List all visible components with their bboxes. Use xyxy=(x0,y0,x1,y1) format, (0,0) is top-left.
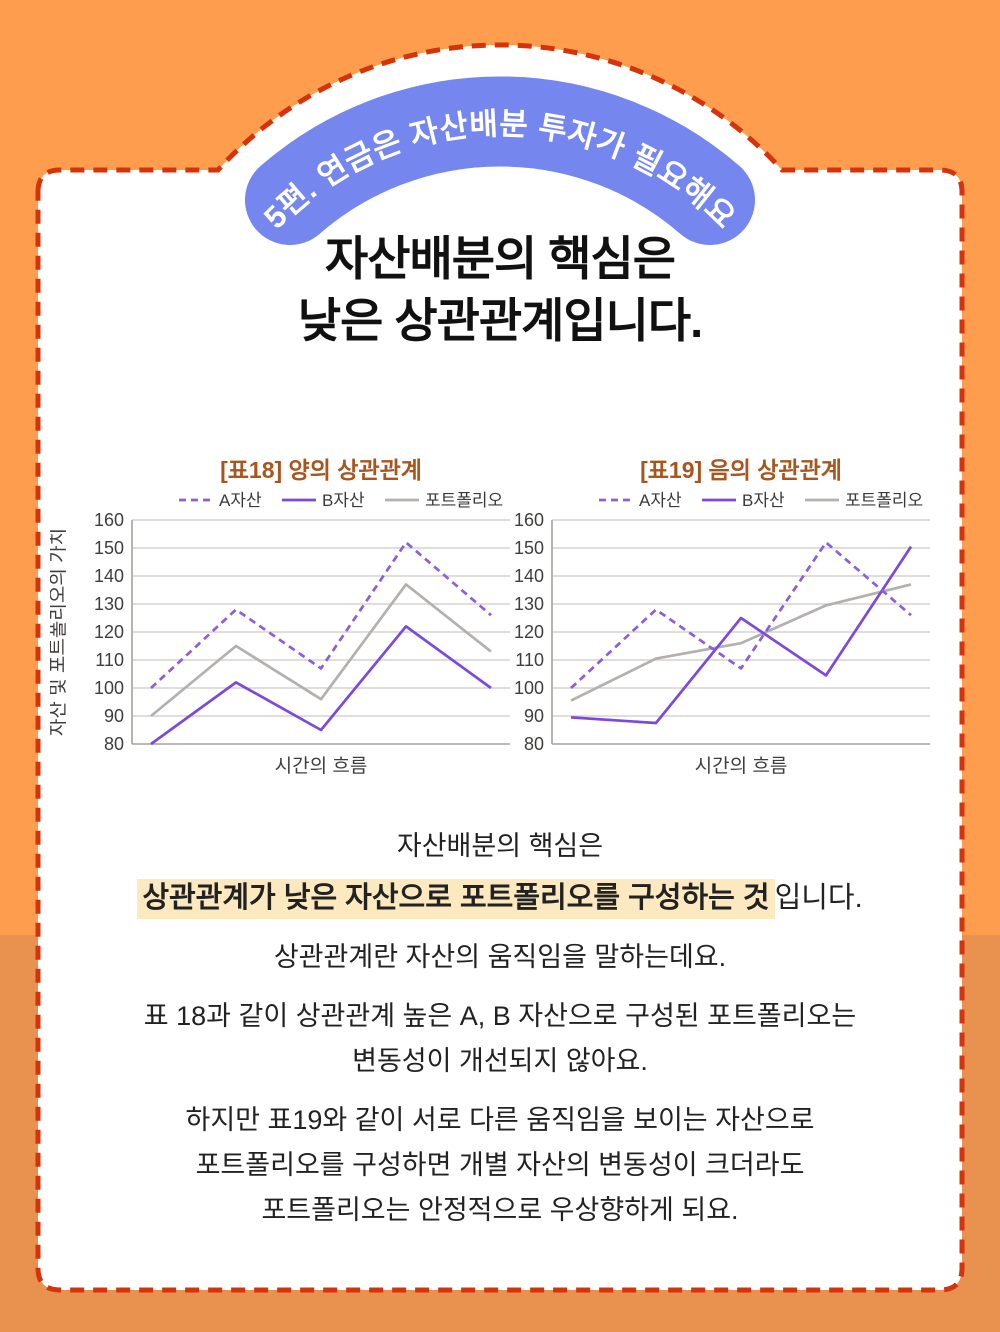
series-line-B자산 xyxy=(150,625,492,746)
body-p3-line1: 표 18과 같이 상관관계 높은 A, B 자산으로 구성된 포트폴리오는 xyxy=(143,1001,857,1031)
y-tick-label: 140 xyxy=(514,566,544,586)
y-tick-label: 150 xyxy=(94,538,124,558)
body-p1-line2: 상관관계가 낮은 자산으로 포트폴리오를 구성하는 것 입니다. xyxy=(45,875,955,921)
y-tick-label: 150 xyxy=(514,538,544,558)
y-tick-label: 140 xyxy=(94,566,124,586)
body-p2: 상관관계란 자산의 움직임을 말하는데요. xyxy=(273,942,727,972)
body-copy: 자산배분의 핵심은 상관관계가 낮은 자산으로 포트폴리오를 구성하는 것 입니다… xyxy=(45,824,955,1233)
y-tick-label: 90 xyxy=(524,706,544,726)
series-line-포트폴리오 xyxy=(150,583,492,718)
chart-svg: 160 150 140 130 120 110 100 90 80 [표19] 음의 상관관계시간… xyxy=(514,457,930,777)
y-tick-label: 80 xyxy=(104,734,124,754)
body-p4-line3: 포트폴리오는 안정적으로 우상향하게 되요. xyxy=(261,1195,739,1225)
legend-label-포트폴리오: 포트폴리오 xyxy=(845,491,923,510)
y-tick-label: 90 xyxy=(104,706,124,726)
y-axis-label: 자산 및 포트폴리오의 가치 xyxy=(50,528,69,736)
legend-label-포트폴리오: 포트폴리오 xyxy=(425,491,503,510)
y-tick-label: 120 xyxy=(514,622,544,642)
body-p4-line1: 하지만 표19와 같이 서로 다른 움직임을 보이는 자산으로 xyxy=(185,1105,815,1135)
y-tick-label: 80 xyxy=(524,734,544,754)
x-axis-label: 시간의 흐름 xyxy=(275,755,368,776)
page-title: 자산배분의 핵심은 낮은 상관관계입니다. xyxy=(0,228,1000,352)
card-outline xyxy=(35,42,965,1293)
body-p1-rest: 입니다. xyxy=(774,882,863,914)
page-title-line2: 낮은 상관관계입니다. xyxy=(297,294,703,347)
legend-label-B자산: B자산 xyxy=(322,491,365,510)
chart-title: [표18] 양의 상관관계 xyxy=(220,457,422,483)
banner-arc xyxy=(245,76,755,245)
chart-title: [표19] 음의 상관관계 xyxy=(640,457,842,483)
series-line-B자산 xyxy=(570,545,913,725)
legend-label-A자산: A자산 xyxy=(639,491,682,510)
body-p1-line1: 자산배분의 핵심은 xyxy=(396,831,604,861)
body-highlight: 상관관계가 낮은 자산으로 포트폴리오를 구성하는 것 xyxy=(137,879,775,919)
legend-label-B자산: B자산 xyxy=(742,491,785,510)
series-line-A자산 xyxy=(150,541,492,689)
y-tick-label: 100 xyxy=(514,678,544,698)
x-axis-label: 시간의 흐름 xyxy=(695,755,788,776)
y-tick-label: 160 xyxy=(94,510,124,530)
y-tick-label: 110 xyxy=(515,650,544,670)
chart-svg: 160 150 140 130 120 110 100 90 80 [표18] 양의 상관관계시간… xyxy=(47,457,510,777)
y-tick-label: 130 xyxy=(514,594,544,614)
y-tick-label: 160 xyxy=(514,510,544,530)
body-p4-line2: 포트폴리오를 구성하면 개별 자산의 변동성이 크더라도 xyxy=(195,1150,805,1180)
y-tick-label: 130 xyxy=(94,594,124,614)
legend-label-A자산: A자산 xyxy=(219,491,262,510)
page-title-line1: 자산배분의 핵심은 xyxy=(325,232,676,285)
body-p3-line2: 변동성이 개선되지 않아요. xyxy=(352,1046,648,1076)
y-tick-label: 120 xyxy=(94,622,124,642)
y-tick-label: 100 xyxy=(94,678,124,698)
y-tick-label: 110 xyxy=(95,650,124,670)
series-line-A자산 xyxy=(570,541,912,689)
series-line-포트폴리오 xyxy=(570,583,912,702)
